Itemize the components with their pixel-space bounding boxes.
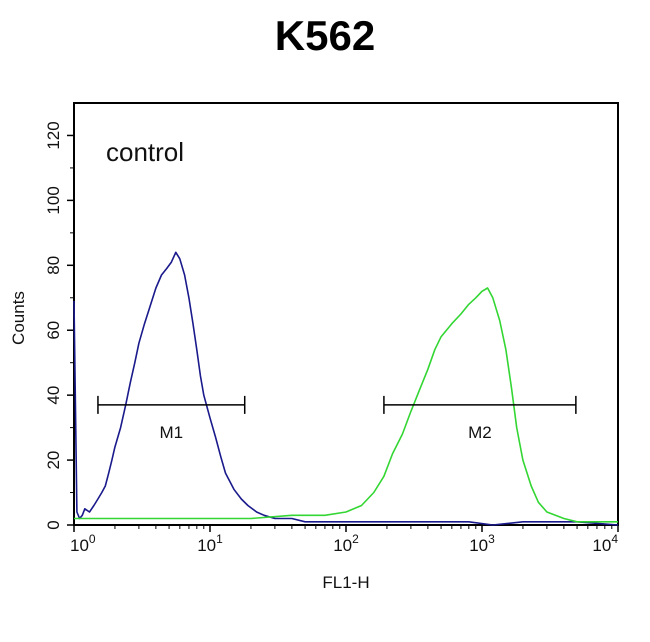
axis-ticks bbox=[67, 134, 619, 532]
histogram-series-1 bbox=[73, 251, 619, 526]
x-tick-label: 101 bbox=[197, 532, 223, 555]
y-tick-label: 100 bbox=[44, 186, 63, 214]
y-axis-label: Counts bbox=[9, 291, 28, 345]
chart-title: K562 bbox=[275, 12, 375, 59]
series-layer bbox=[73, 251, 619, 526]
y-tick-label: 0 bbox=[44, 520, 63, 529]
x-axis-label: FL1-H bbox=[322, 573, 369, 592]
axis-tick-labels: 0 20 40 60 80 100 120 100 101 102 103 104 bbox=[44, 121, 618, 555]
gate-label: M1 bbox=[160, 423, 184, 442]
y-tick-label: 40 bbox=[44, 386, 63, 405]
control-annotation: control bbox=[106, 137, 184, 167]
x-tick-label: 104 bbox=[592, 532, 618, 555]
gates-layer: M1 M2 bbox=[97, 395, 577, 442]
x-tick-label: 100 bbox=[70, 532, 96, 555]
y-tick-label: 60 bbox=[44, 321, 63, 340]
y-tick-label: 20 bbox=[44, 451, 63, 470]
y-tick-label: 80 bbox=[44, 256, 63, 275]
x-tick-label: 102 bbox=[333, 532, 359, 555]
histogram-series-2 bbox=[74, 287, 618, 523]
x-tick-label: 103 bbox=[469, 532, 495, 555]
gate-label: M2 bbox=[468, 423, 492, 442]
y-tick-label: 120 bbox=[44, 121, 63, 149]
